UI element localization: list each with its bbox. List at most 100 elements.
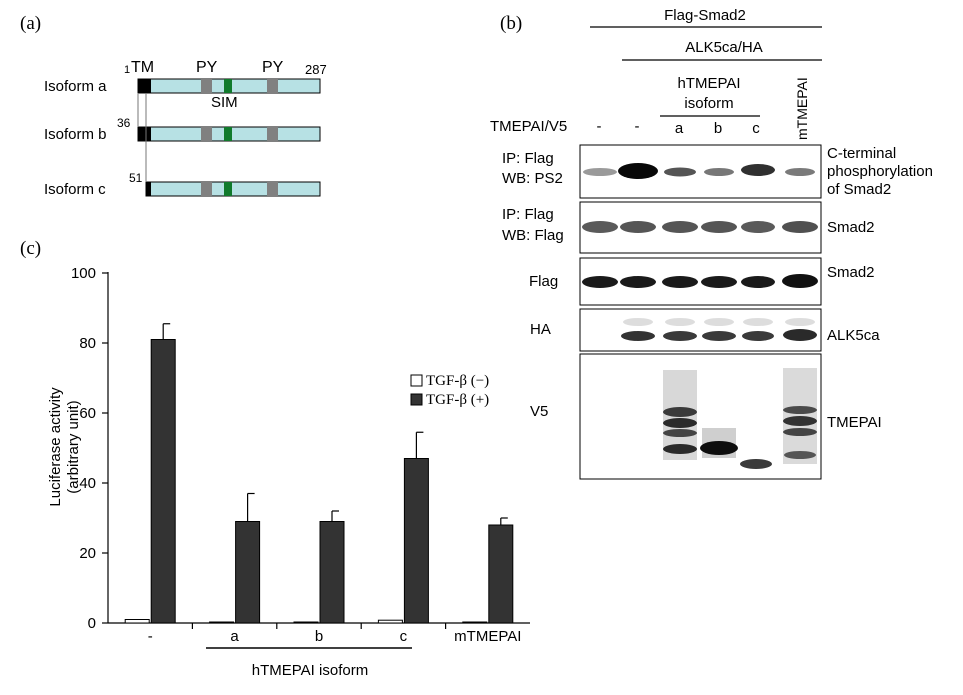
blot5-band-lane4 (700, 441, 738, 455)
lane-3-label: a (675, 120, 684, 137)
isoform-a-py1-box (201, 79, 212, 93)
x-tick-label-2: b (315, 628, 323, 645)
header-flag-smad2: Flag-Smad2 (664, 7, 746, 24)
blot5-band-lane5 (740, 459, 772, 469)
blot1-right-label-1: C-terminal (827, 145, 896, 162)
isoform-c-tm-box (146, 182, 151, 196)
py2-domain-label: PY (262, 59, 284, 76)
blot1-band-lane3 (664, 167, 696, 177)
bar-series1-0 (150, 339, 176, 624)
header-alk5ca: ALK5ca/HA (685, 39, 763, 56)
blot4-smear-lane5 (743, 318, 773, 326)
blot2-band-lane1 (582, 221, 618, 233)
blot2-band-lane2 (620, 221, 656, 233)
y-tick-label-3: 60 (79, 405, 96, 422)
isoform-b-start: 36 (117, 116, 131, 130)
blot5-band-lane6-d (784, 451, 816, 459)
isoform-c-py2-box (267, 182, 278, 196)
blot4-smear-lane4 (704, 318, 734, 326)
isoform-c-name: Isoform c (44, 181, 106, 198)
legend-label-tgfb-plus: TGF-β (+) (426, 392, 489, 408)
y-axis-ticks: 0 20 40 60 80 100 (71, 265, 108, 632)
tm-domain-label: TM (131, 59, 154, 76)
isoform-a-sim-box (224, 79, 232, 93)
blot2-band-lane5 (741, 221, 775, 233)
isoform-a-end: 287 (305, 62, 327, 77)
legend-label-tgfb-minus: TGF-β (−) (426, 373, 489, 389)
py1-domain-label: PY (196, 59, 218, 76)
bar-series0-0 (124, 619, 150, 624)
blot1-band-lane2 (618, 163, 658, 179)
header-mTMEPAI: mTMEPAI (794, 77, 810, 140)
blot4-band-lane4 (702, 331, 736, 341)
y-tick-label-2: 40 (79, 475, 96, 492)
header-isoform: isoform (684, 95, 733, 112)
blot3-band-lane6 (782, 274, 818, 288)
blot2-right-label: Smad2 (827, 219, 875, 236)
x-tick-label-0: - (148, 628, 153, 645)
isoform-b-sim-box (224, 127, 232, 141)
blot3-right-label: Smad2 (827, 264, 875, 281)
blot5-band-lane6-a (783, 406, 817, 414)
blot5-band-lane6-c (783, 428, 817, 436)
isoform-c-protein-bar (145, 181, 321, 197)
y-tick-label-0: 0 (88, 615, 96, 632)
blot4-band-lane5 (742, 331, 774, 341)
y-tick-label-4: 80 (79, 335, 96, 352)
blot5-band-lane3-c (663, 429, 697, 437)
bar-series1-2 (319, 521, 345, 624)
blot3-band-lane2 (620, 276, 656, 288)
blot4-smear-lane6 (785, 318, 815, 326)
x-tick-label-4: mTMEPAI (454, 628, 521, 645)
isoform-c-py1-box (201, 182, 212, 196)
bar-series0-4 (462, 621, 488, 624)
panel-b: (b) Flag-Smad2 ALK5ca/HA hTMEPAI isoform… (490, 7, 933, 480)
blot1-band-lane4 (704, 168, 734, 176)
y-axis-label-line2: (arbitrary unit) (65, 400, 82, 493)
blot2-left-label-2: WB: Flag (502, 227, 564, 244)
blot4-smear-lane3 (665, 318, 695, 326)
isoform-b-name: Isoform b (44, 126, 107, 143)
group-label-hTMEPAI-isoform: hTMEPAI isoform (252, 662, 368, 679)
blot1-right-label-3: of Smad2 (827, 181, 891, 198)
blot4-band-lane2 (621, 331, 655, 341)
isoform-a-tm-box (138, 79, 151, 93)
blot1-band-lane6 (785, 168, 815, 176)
blot3-left-label: Flag (529, 273, 558, 290)
blot1-band-lane5 (741, 164, 775, 176)
panel-b-label: (b) (500, 13, 522, 34)
blot4-band-lane6 (783, 329, 817, 341)
tmepai-v5-row-label: TMEPAI/V5 (490, 118, 567, 135)
blot2-band-lane6 (782, 221, 818, 233)
bar-series1-1 (235, 521, 261, 624)
blot5-band-lane3-a (663, 407, 697, 417)
lane-1-label: - (597, 118, 602, 135)
isoform-b-tm-box (138, 127, 151, 141)
x-tick-label-1: a (230, 628, 239, 645)
lane-5-label: c (752, 120, 760, 137)
blot5-band-lane3-b (663, 418, 697, 428)
isoform-c-start: 51 (129, 171, 143, 185)
isoform-a-py2-box (267, 79, 278, 93)
blot5-band-lane3-d (663, 444, 697, 454)
isoform-b-py1-box (201, 127, 212, 141)
x-axis-ticks: - a b c mTMEPAI (148, 623, 521, 645)
isoform-a-name: Isoform a (44, 78, 107, 95)
blot4-left-label: HA (530, 321, 551, 338)
x-tick-label-3: c (400, 628, 408, 645)
blot1-right-label-2: phosphorylation (827, 163, 933, 180)
blot4-smear-lane2 (623, 318, 653, 326)
blot-ha-frame (579, 308, 822, 352)
panel-a: (a) Isoform a Isoform b Isoform c 1 287 … (20, 13, 327, 198)
blot3-band-lane4 (701, 276, 737, 288)
blot-v5-frame (579, 353, 822, 480)
blot5-left-label: V5 (530, 403, 548, 420)
panel-c-label: (c) (20, 238, 41, 259)
blot2-band-lane4 (701, 221, 737, 233)
bars-group (124, 323, 514, 624)
y-axis-label-line1: Luciferase activity (47, 387, 64, 507)
blot4-right-label: ALK5ca (827, 327, 880, 344)
sim-domain-label: SIM (211, 94, 238, 111)
blot5-band-lane6-b (783, 416, 817, 426)
